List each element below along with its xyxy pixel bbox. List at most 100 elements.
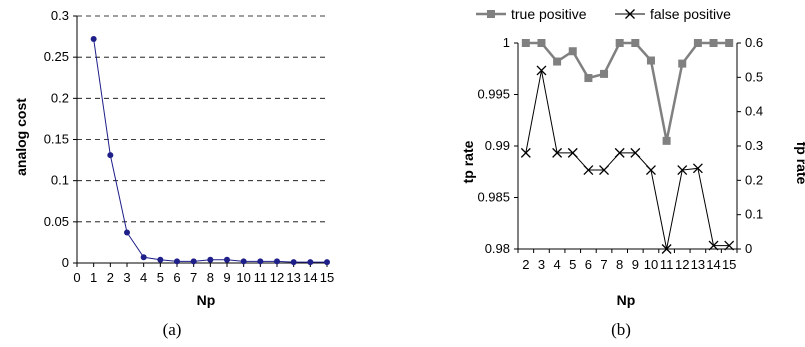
b-data-point: [583, 165, 594, 175]
b-data-point: [599, 165, 609, 175]
b-data-point: [724, 240, 735, 251]
a-x-tick-label: 6: [173, 270, 180, 285]
b-x-tick-label: 6: [585, 257, 592, 272]
x-marker-stroke: [625, 9, 635, 19]
b-data-point: [600, 69, 609, 78]
a-data-point: [174, 258, 180, 265]
b-data-point: [614, 147, 625, 158]
a-data-point: [140, 254, 147, 261]
b-x-tick-label: 11: [660, 257, 674, 272]
b-series-line: [525, 70, 730, 250]
b-right-tick-label: 0.4: [745, 104, 763, 119]
a-x-tick-label: 0: [73, 270, 80, 285]
b-data-point: [631, 39, 640, 47]
a-x-tick-label: 7: [190, 270, 197, 285]
b-data-point: [615, 39, 624, 47]
x-marker-stroke: [724, 240, 735, 251]
b-x-tick-label: 14: [706, 257, 720, 272]
a-x-tick-label: 2: [107, 270, 114, 285]
b-series: [520, 39, 735, 254]
a-axes: [73, 15, 328, 267]
b-data-point: [520, 147, 531, 158]
a-data-point: [240, 258, 247, 265]
b-caption: (b): [611, 320, 631, 339]
x-marker-stroke: [692, 163, 703, 174]
b-x-axis-label: Np: [617, 292, 636, 308]
b-legend-label: false positive: [650, 6, 731, 22]
a-x-tick-label: 15: [320, 270, 334, 285]
b-left-tick-label: 0.98: [485, 241, 510, 256]
a-x-tick-label: 3: [123, 270, 130, 285]
b-data-point: [646, 56, 655, 65]
a-x-axis-label: Np: [197, 292, 216, 308]
a-x-tick-label: 12: [270, 270, 284, 285]
b-left-y-tick-labels: 0.98 0.985 0.99 0.995 1: [477, 35, 510, 256]
a-data-point: [124, 229, 130, 236]
b-x-tick-label: 7: [600, 257, 607, 272]
b-data-point: [677, 165, 688, 175]
b-data-point: [568, 47, 577, 56]
b-legend-marker: [625, 9, 635, 19]
a-series: [90, 36, 330, 266]
b-data-point: [725, 39, 734, 47]
b-right-tick-label: 0.1: [745, 207, 763, 222]
a-y-tick-label: 0.15: [44, 132, 69, 147]
b-data-point: [678, 59, 687, 68]
b-data-point: [693, 39, 702, 47]
b-data-point: [709, 39, 718, 47]
b-left-tick-label: 0.99: [485, 138, 510, 153]
a-x-tick-label: 8: [207, 270, 214, 285]
a-y-tick-label: 0.2: [51, 90, 69, 105]
b-x-tick-label: 3: [538, 257, 545, 272]
x-marker-stroke: [552, 147, 563, 158]
a-data-point: [274, 258, 280, 265]
a-data-point: [107, 152, 114, 159]
a-x-tick-label: 10: [236, 270, 250, 285]
x-marker-stroke: [677, 165, 688, 175]
x-marker-stroke: [630, 147, 641, 158]
x-marker-stroke: [661, 244, 672, 254]
b-data-point: [536, 65, 547, 76]
x-marker-stroke: [520, 147, 531, 158]
b-data-point: [708, 240, 719, 251]
a-data-point: [307, 259, 314, 266]
a-x-tick-label: 1: [90, 270, 97, 285]
b-right-y-axis-label: fp rate: [794, 142, 805, 185]
a-gridlines: [77, 15, 327, 223]
b-data-point: [630, 147, 641, 158]
b-x-tick-label: 10: [644, 257, 658, 272]
x-marker-stroke: [614, 147, 625, 158]
b-series-false-positive: [520, 65, 735, 254]
a-caption: (a): [163, 320, 182, 339]
a-x-tick-label: 13: [286, 270, 300, 285]
a-y-tick-labels: 0 0.05 0.1 0.15 0.2 0.25 0.3: [44, 8, 69, 270]
a-y-tick-label: 0.05: [44, 214, 69, 229]
b-x-tick-label: 5: [569, 257, 576, 272]
b-right-tick-label: 0.2: [745, 172, 763, 187]
chart-b-rates: true positive false positive 0.980.9850.9…: [460, 6, 805, 339]
b-left-tick-label: 0.995: [477, 87, 510, 102]
a-data-point: [90, 36, 97, 43]
b-left-y-axis-label: tp rate: [460, 140, 476, 183]
b-legend: true positive false positive: [476, 6, 731, 22]
a-x-tick-label: 11: [254, 270, 268, 285]
b-right-y-tick-labels: 0 0.1 0.2 0.3 0.4 0.5 0.6: [745, 35, 763, 256]
b-data-point: [692, 163, 703, 174]
x-marker-stroke: [646, 165, 656, 175]
a-data-point: [257, 258, 264, 265]
x-marker-stroke: [583, 165, 594, 175]
b-x-tick-label: 2: [522, 257, 529, 272]
a-x-tick-label: 4: [140, 270, 147, 285]
b-series-true-positive: [521, 39, 734, 145]
b-data-point: [537, 39, 546, 47]
b-x-tick-label: 8: [616, 257, 623, 272]
x-marker-stroke: [567, 147, 578, 158]
b-x-tick-labels: 2 3 4 5 6 7 8 9 10 11 12 13 14 15: [522, 257, 736, 272]
b-x-tick-label: 12: [675, 257, 689, 272]
a-series-line: [93, 38, 327, 263]
b-legend-marker: [487, 10, 495, 18]
a-x-tick-label: 14: [303, 270, 317, 285]
b-data-point: [567, 147, 578, 158]
b-x-tick-label: 4: [553, 257, 560, 272]
